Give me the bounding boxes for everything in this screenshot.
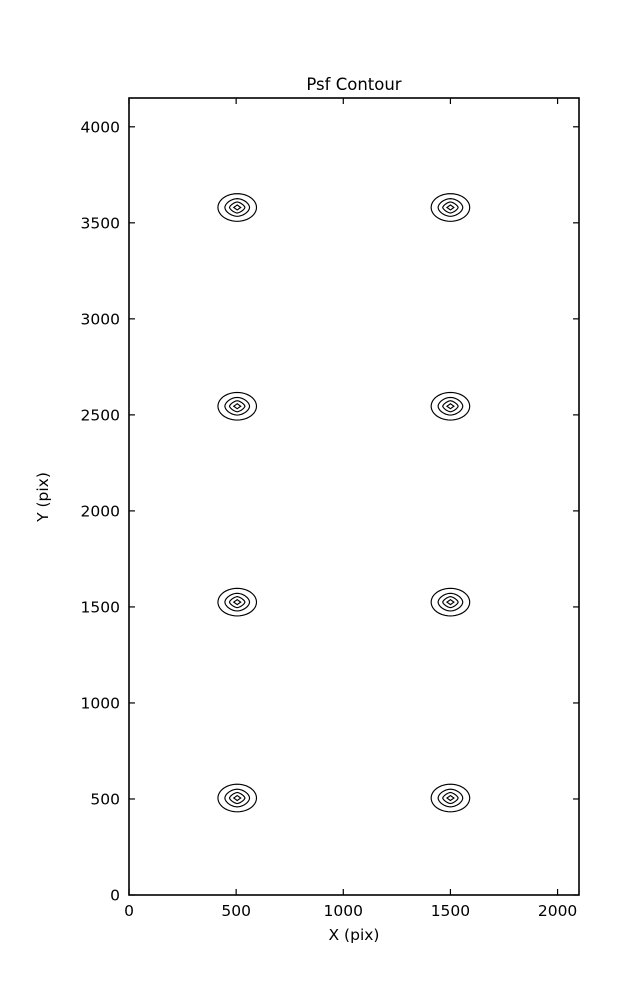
contour-level-3 [232,403,242,410]
y-tick-label: 1000 [81,694,120,712]
psf-contour-marker [217,587,258,617]
y-tick-label: 3000 [81,310,120,328]
contour-level-1 [224,592,251,612]
contour-level-0 [430,783,471,813]
contour-level-2 [442,791,459,805]
x-axis-label: X (pix) [329,926,380,944]
contour-level-3 [445,403,455,410]
y-tick-label: 2000 [81,502,120,520]
y-tick-label: 500 [90,790,120,808]
psf-contour-marker [430,391,471,421]
axes-frame [128,97,580,896]
x-axis-ticks [128,98,559,895]
x-tick-label: 1500 [431,902,470,920]
contour-level-2 [228,201,246,214]
contour-level-2 [442,201,459,214]
contour-level-0 [430,587,471,617]
contour-level-0 [217,391,258,421]
contour-marker-group [217,193,471,813]
y-axis-label: Y (pix) [34,472,52,523]
psf-contour-marker [430,783,471,813]
contour-level-0 [217,783,258,813]
psf-contour-marker [217,391,258,421]
x-axis-tick-labels: 0 500 1000 1500 2000 [124,902,577,920]
psf-contour-marker [430,587,471,617]
x-tick-label: 1000 [324,902,363,920]
contour-level-1 [437,198,464,217]
contour-level-2 [442,400,459,413]
contour-level-2 [228,791,246,805]
contour-level-3 [232,598,242,606]
y-tick-label: 2500 [81,406,120,424]
contour-level-2 [228,596,246,609]
x-tick-label: 500 [221,902,251,920]
contour-level-1 [437,592,464,612]
contour-level-0 [217,587,258,617]
contour-level-1 [224,396,251,416]
contour-level-3 [445,794,455,802]
contour-level-3 [232,204,242,211]
contour-level-1 [437,788,464,808]
contour-level-1 [224,788,251,808]
x-tick-label: 0 [124,902,134,920]
contour-level-0 [217,193,258,222]
y-axis-tick-labels: 0 500 1000 1500 2000 2500 3000 3500 4000 [81,118,120,904]
contour-level-3 [445,204,455,211]
contour-level-3 [232,794,242,802]
y-tick-label: 3500 [81,214,120,232]
contour-level-2 [228,400,246,413]
psf-contour-marker [430,193,471,222]
contour-level-0 [430,391,471,421]
page-title: Psf Contour [306,75,401,94]
contour-level-2 [442,596,459,609]
contour-level-3 [445,598,455,606]
contour-level-1 [437,396,464,416]
y-tick-label: 1500 [81,598,120,616]
x-tick-label: 2000 [538,902,577,920]
y-tick-label: 0 [110,887,120,905]
y-tick-label: 4000 [81,118,120,136]
psf-contour-marker [217,193,258,222]
psf-contour-marker [217,783,258,813]
y-axis-ticks [129,126,579,896]
contour-level-1 [224,198,251,217]
contour-level-0 [430,193,471,222]
